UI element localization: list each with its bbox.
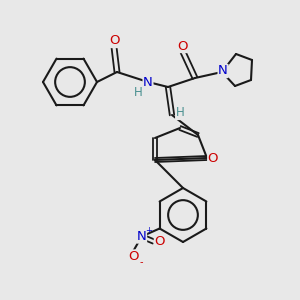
- Text: O: O: [177, 40, 187, 52]
- Text: H: H: [176, 106, 184, 119]
- Text: O: O: [128, 250, 139, 263]
- Text: -: -: [140, 257, 143, 268]
- Text: O: O: [154, 235, 165, 248]
- Text: H: H: [134, 85, 142, 98]
- Text: O: O: [109, 34, 119, 47]
- Text: N: N: [143, 76, 153, 88]
- Text: O: O: [208, 152, 218, 164]
- Text: N: N: [218, 64, 228, 77]
- Text: +: +: [145, 226, 152, 235]
- Text: N: N: [137, 230, 146, 243]
